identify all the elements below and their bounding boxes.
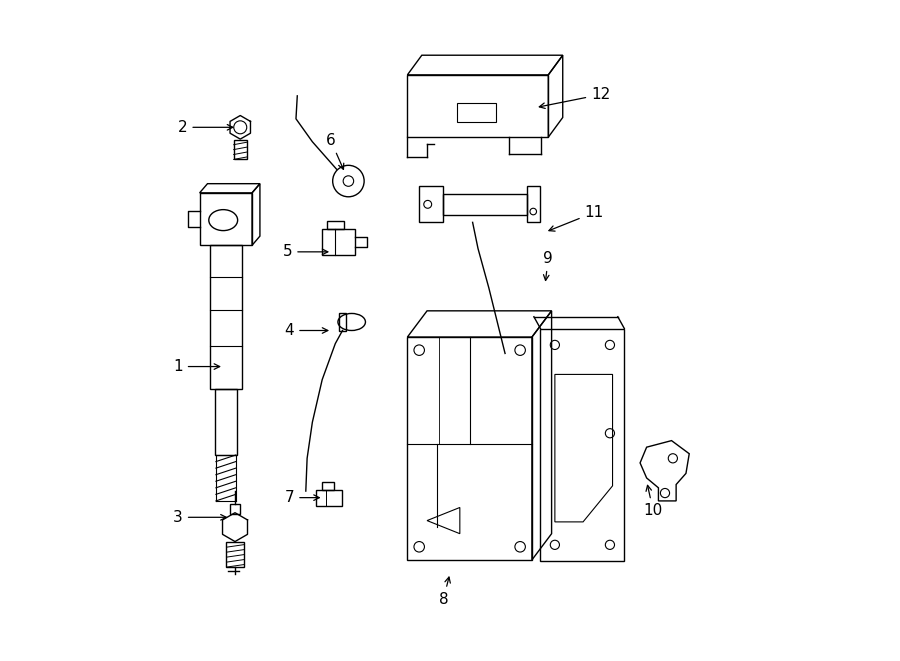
- Bar: [215, 389, 237, 455]
- Bar: [541, 329, 625, 561]
- Bar: [322, 482, 334, 490]
- Bar: [444, 194, 526, 215]
- Bar: [456, 103, 496, 122]
- Text: 5: 5: [283, 245, 328, 259]
- Text: 2: 2: [178, 120, 233, 135]
- Text: 8: 8: [438, 577, 450, 607]
- Text: 7: 7: [284, 490, 319, 505]
- Bar: [418, 186, 444, 222]
- Bar: [316, 490, 342, 506]
- Bar: [322, 229, 355, 255]
- Text: 9: 9: [544, 251, 554, 280]
- Bar: [408, 337, 532, 560]
- Text: 4: 4: [284, 323, 328, 338]
- Text: 12: 12: [539, 87, 610, 108]
- Bar: [408, 75, 548, 137]
- Text: 3: 3: [173, 510, 226, 525]
- Bar: [230, 504, 239, 514]
- Bar: [234, 139, 247, 159]
- Bar: [338, 313, 346, 330]
- Text: 11: 11: [549, 205, 604, 231]
- Text: 10: 10: [644, 485, 662, 518]
- Text: 6: 6: [326, 133, 344, 169]
- Bar: [227, 542, 244, 567]
- Bar: [328, 221, 344, 229]
- Bar: [200, 193, 252, 245]
- Bar: [526, 186, 540, 222]
- Text: 1: 1: [173, 359, 220, 374]
- Bar: [210, 245, 241, 389]
